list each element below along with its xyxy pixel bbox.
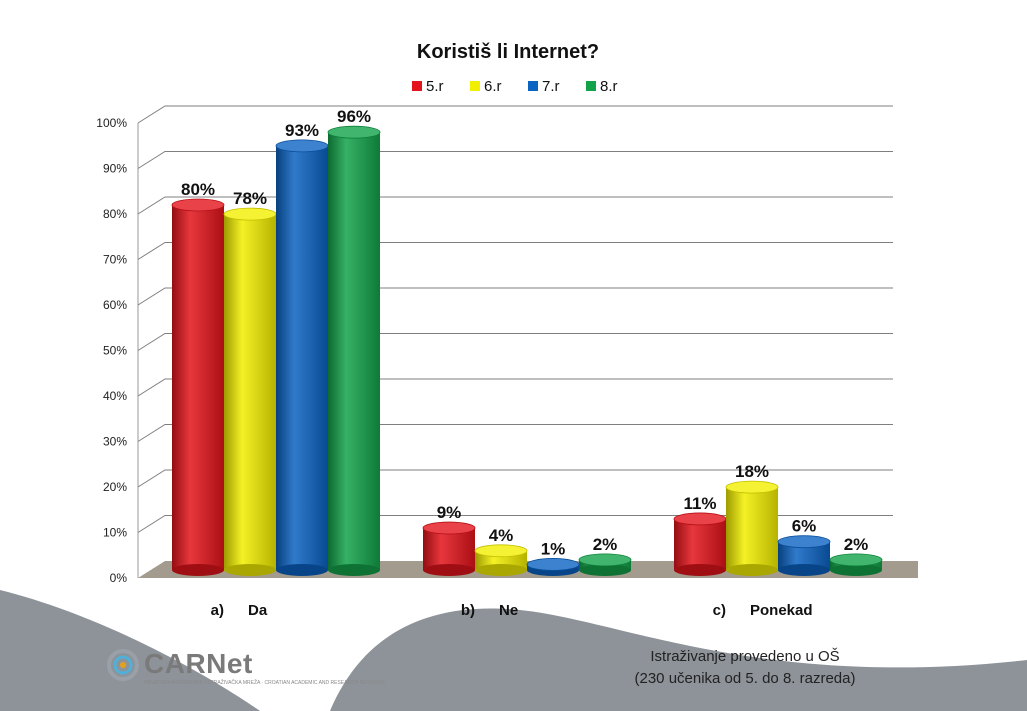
bar-8.r-Ponekad bbox=[829, 553, 883, 576]
gridline bbox=[137, 242, 893, 260]
bar-6.r-Ne bbox=[474, 544, 528, 576]
logo-name: CARNet bbox=[144, 648, 253, 679]
gridline bbox=[137, 378, 893, 397]
gridline bbox=[137, 469, 893, 488]
data-label-5.r-Da: 80% bbox=[181, 180, 215, 199]
category-prefix: c) bbox=[713, 602, 726, 619]
legend-label: 7.r bbox=[542, 78, 560, 95]
logo-subtitle: HRVATSKA AKADEMSKA I ISTRAŽIVAČKA MREŽA … bbox=[144, 680, 386, 686]
data-label-8.r-Ponekad: 2% bbox=[844, 535, 869, 554]
background-swoosh-right bbox=[330, 608, 1027, 711]
survey-note: Istraživanje provedeno u OŠ (230 učenika… bbox=[600, 646, 890, 690]
y-tick-label: 10% bbox=[103, 526, 127, 540]
category-prefix: a) bbox=[211, 602, 224, 619]
data-label-6.r-Ponekad: 18% bbox=[735, 462, 769, 481]
legend-item-7.r: 7.r bbox=[528, 78, 560, 95]
bar-5.r-Ne bbox=[422, 521, 476, 576]
data-label-8.r-Da: 96% bbox=[337, 107, 371, 126]
y-tick-label: 50% bbox=[103, 344, 127, 358]
legend-item-6.r: 6.r bbox=[470, 78, 502, 95]
gridline bbox=[137, 333, 893, 351]
y-tick-label: 40% bbox=[103, 389, 127, 403]
survey-note-line1: Istraživanje provedeno u OŠ bbox=[650, 648, 840, 665]
category-label: Da bbox=[248, 602, 268, 619]
data-label-5.r-Ne: 9% bbox=[437, 503, 462, 522]
bar-7.r-Da bbox=[275, 139, 329, 576]
chart-title: Koristiš li Internet? bbox=[417, 41, 599, 63]
data-label-8.r-Ne: 2% bbox=[593, 535, 618, 554]
bar-8.r-Ne bbox=[578, 553, 632, 576]
legend-swatch bbox=[470, 81, 480, 91]
legend-label: 6.r bbox=[484, 78, 502, 95]
carnet-logo-icon bbox=[107, 649, 139, 681]
y-tick-label: 60% bbox=[103, 298, 127, 312]
y-tick-label: 70% bbox=[103, 253, 127, 267]
y-tick-label: 100% bbox=[96, 116, 127, 130]
bar-7.r-Ne bbox=[526, 558, 580, 576]
data-label-7.r-Ponekad: 6% bbox=[792, 517, 817, 536]
legend-swatch bbox=[586, 81, 596, 91]
survey-note-line2: (230 učenika od 5. do 8. razreda) bbox=[634, 670, 856, 687]
legend: 5.r 6.r 7.r 8.r bbox=[412, 78, 618, 95]
category-prefix: b) bbox=[461, 602, 475, 619]
background-swoosh-left bbox=[0, 590, 260, 711]
data-label-5.r-Ponekad: 11% bbox=[683, 494, 716, 513]
gridline bbox=[137, 515, 893, 533]
gridline bbox=[137, 287, 893, 306]
y-tick-label: 30% bbox=[103, 435, 127, 449]
gridline bbox=[137, 196, 893, 215]
legend-swatch bbox=[412, 81, 422, 91]
bar-5.r-Da bbox=[171, 198, 225, 576]
carnet-logo: CARNet HRVATSKA AKADEMSKA I ISTRAŽIVAČKA… bbox=[106, 646, 385, 694]
bar-7.r-Ponekad bbox=[777, 535, 831, 576]
category-label: Ponekad bbox=[750, 602, 813, 619]
data-label-6.r-Ne: 4% bbox=[489, 526, 514, 545]
legend-label: 5.r bbox=[426, 78, 444, 95]
legend-swatch bbox=[528, 81, 538, 91]
y-tick-label: 20% bbox=[103, 480, 127, 494]
legend-label: 8.r bbox=[600, 78, 618, 95]
gridline bbox=[137, 105, 893, 124]
bar-6.r-Ponekad bbox=[725, 480, 779, 576]
gridline bbox=[137, 424, 893, 442]
bar-8.r-Da bbox=[327, 125, 381, 576]
data-label-7.r-Ne: 1% bbox=[541, 539, 566, 558]
legend-item-5.r: 5.r bbox=[412, 78, 444, 95]
data-label-7.r-Da: 93% bbox=[285, 121, 319, 140]
legend-item-8.r: 8.r bbox=[586, 78, 618, 95]
y-tick-label: 0% bbox=[110, 571, 128, 585]
bar-5.r-Ponekad bbox=[673, 512, 727, 576]
data-label-6.r-Da: 78% bbox=[233, 189, 267, 208]
bar-6.r-Da bbox=[223, 207, 277, 576]
y-tick-label: 80% bbox=[103, 207, 127, 221]
y-tick-label: 90% bbox=[103, 162, 127, 176]
category-label: Ne bbox=[499, 602, 518, 619]
gridline bbox=[137, 151, 893, 169]
